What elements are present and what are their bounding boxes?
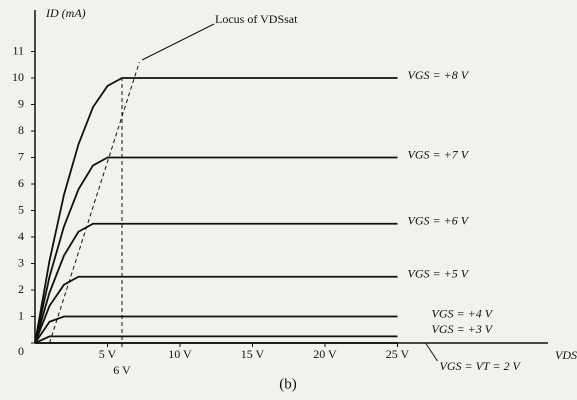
background — [0, 0, 577, 400]
x-tick-label: 5 V — [99, 347, 117, 361]
x-tick-label: 25 V — [386, 347, 410, 361]
annotation: Locus of VDSsat — [215, 12, 298, 26]
x-tick-label: 15 V — [241, 347, 265, 361]
series-label: VGS = +5 V — [408, 267, 470, 281]
y-tick-label: 4 — [18, 229, 24, 243]
series-label: VGS = +8 V — [408, 68, 470, 82]
series-label: VGS = +4 V — [432, 306, 494, 320]
y-tick-label: 11 — [12, 43, 24, 57]
y-tick-label: 6 — [18, 176, 24, 190]
x-axis-title: VDS — [555, 348, 577, 362]
y-tick-label: 1 — [18, 308, 24, 322]
y-tick-label: 2 — [18, 282, 24, 296]
y-tick-label: 3 — [18, 255, 24, 269]
y-axis-title: ID (mA) — [45, 6, 86, 20]
y-tick-label: 7 — [18, 149, 24, 163]
chart: ID (mA) VDS (b) Locus of VDSsat 0 1 2 3 4 5 6 7… — [0, 0, 577, 400]
x-tick-label: 10 V — [168, 347, 192, 361]
x-tick-label: 20 V — [313, 347, 337, 361]
series-label: VGS = +3 V — [432, 322, 494, 336]
series-label: VGS = +6 V — [408, 214, 470, 228]
y-tick-label: 8 — [18, 123, 24, 137]
marker-label: 6 V — [113, 363, 131, 377]
y-tick-label: 0 — [18, 344, 24, 358]
series-label: VGS = VT = 2 V — [440, 359, 522, 373]
series-label: VGS = +7 V — [408, 147, 470, 161]
y-tick-label: 10 — [12, 70, 24, 84]
y-tick-label: 9 — [18, 96, 24, 110]
caption: (b) — [279, 376, 297, 392]
y-tick-label: 5 — [18, 202, 24, 216]
